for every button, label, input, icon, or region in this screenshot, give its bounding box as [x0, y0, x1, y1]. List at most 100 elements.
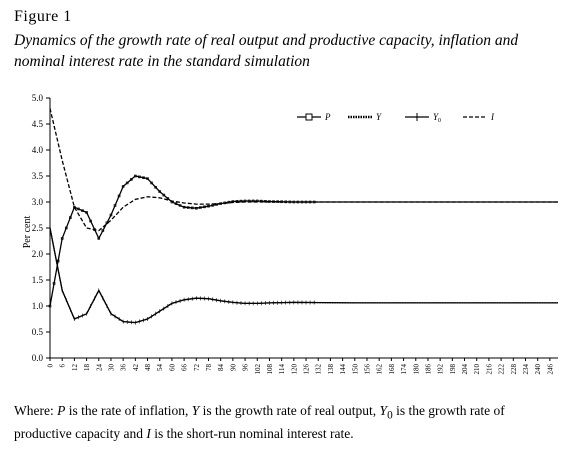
x-tick-label: 42 [132, 364, 140, 372]
y-tick-label: 2.0 [32, 249, 44, 259]
x-tick-label: 24 [95, 364, 103, 372]
series-point-p [129, 178, 133, 181]
x-tick-label: 126 [303, 364, 311, 375]
caption-y-text: is the growth rate of real output, [199, 403, 380, 418]
caption-y0-text: is the growth rate of productive capacit… [14, 403, 505, 441]
caption-y-var: Y [191, 403, 200, 418]
chart-series [48, 108, 558, 325]
x-tick-label: 0 [47, 364, 55, 368]
series-point-p [199, 206, 202, 209]
x-tick-label: 138 [327, 364, 335, 375]
x-tick-label: 84 [217, 364, 225, 372]
y-tick-label: 5.0 [32, 93, 44, 103]
series-point-p [134, 174, 137, 178]
series-point-p [203, 205, 206, 209]
x-tick-label: 90 [229, 364, 237, 372]
caption-p-text: is the rate of inflation, [65, 403, 192, 418]
chart-legend: P Y Y0 I [297, 112, 495, 124]
x-tick-label: 210 [473, 364, 481, 375]
y-tick-label: 3.5 [32, 171, 44, 181]
legend-label-y: Y [376, 112, 382, 122]
y-tick-label: 2.5 [32, 223, 44, 233]
x-tick-label: 78 [205, 364, 213, 372]
caption-i-var: I [146, 425, 151, 441]
x-tick-label: 222 [498, 364, 506, 375]
x-tick-label: 204 [461, 364, 469, 375]
y-tick-label: 4.5 [32, 119, 44, 129]
series-point-p [174, 202, 178, 206]
x-tick-label: 198 [449, 364, 457, 375]
series-point-p [117, 194, 121, 198]
x-tick-label: 246 [546, 364, 554, 375]
series-point-p [264, 200, 267, 203]
y-tick-label: 0.5 [32, 327, 44, 337]
x-tick-label: 18 [83, 364, 91, 372]
y-tick-label: 3.0 [32, 197, 44, 207]
legend-label-y0: Y0 [433, 112, 441, 124]
figure-caption: Where: P is the rate of inflation, Y is … [14, 402, 562, 443]
x-tick-label: 174 [400, 364, 408, 375]
y-tick-label: 0.0 [32, 353, 44, 363]
series-line-p [49, 175, 558, 307]
x-tick-label: 30 [107, 364, 115, 372]
series-point-p [251, 199, 255, 203]
y-tick-label: 1.0 [32, 301, 44, 311]
y-tick-label: 1.5 [32, 275, 44, 285]
series-point-p [77, 207, 80, 211]
x-tick-label: 120 [290, 364, 298, 375]
x-tick-label: 108 [266, 364, 274, 375]
x-tick-label: 216 [485, 364, 493, 375]
series-point-p [178, 204, 182, 207]
series-point-p [101, 229, 105, 232]
x-tick-label: 240 [534, 364, 542, 375]
series-line-y [49, 227, 558, 324]
figure-title: Dynamics of the growth rate of real outp… [14, 30, 559, 72]
series-point-p [138, 175, 141, 179]
series-point-p [195, 206, 198, 210]
x-tick-label: 54 [156, 364, 164, 372]
series-point-p [89, 219, 92, 223]
x-tick-label: 228 [510, 364, 518, 375]
caption-y0-sub: 0 [387, 409, 393, 422]
series-line-y0 [49, 227, 558, 324]
x-tick-label: 156 [363, 364, 371, 375]
x-tick-label: 48 [144, 364, 152, 372]
x-tick-label: 162 [376, 364, 384, 375]
x-tick-label: 36 [120, 364, 128, 372]
legend-label-i: I [490, 112, 495, 122]
series-point-p [125, 181, 129, 185]
line-chart: 0.0 0.5 1.0 1.5 2.0 2.5 3.0 3.5 4.0 4.5 5.0 0 6 12 18… [22, 93, 558, 375]
x-tick-label: 12 [71, 364, 79, 372]
x-tick-label: 192 [437, 364, 445, 375]
series-point-p [154, 185, 157, 189]
series-point-p [146, 177, 149, 180]
caption-prefix: Where: [14, 403, 58, 418]
series-point-p [52, 282, 56, 285]
series-point-p [97, 237, 101, 240]
legend-marker-p [305, 113, 313, 121]
x-tick-label: 114 [278, 364, 286, 375]
series-point-p [60, 237, 64, 240]
figure-label-text: Figure 1 [14, 8, 72, 25]
figure-label: Figure 1 [14, 8, 72, 26]
series-point-p [69, 216, 72, 219]
x-tick-labels: 0 6 12 18 24 30 36 42 48 54 60 66 72 78 84 90 96 102 108 11… [47, 364, 555, 375]
x-tick-label: 72 [193, 364, 201, 372]
x-tick-label: 66 [181, 364, 189, 372]
x-tick-label: 96 [242, 364, 250, 372]
x-tick-label: 60 [168, 364, 176, 372]
caption-i-text: is the short-run nominal interest rate. [150, 425, 354, 441]
x-tick-label: 234 [522, 364, 530, 375]
figure-title-text: Dynamics of the growth rate of real outp… [14, 32, 519, 70]
x-tick-label: 186 [424, 364, 432, 375]
series-point-p [142, 176, 145, 180]
series-point-p [190, 206, 194, 210]
series-point-p [56, 259, 60, 263]
x-tick-label: 168 [388, 364, 396, 375]
y-tick-label: 4.0 [32, 145, 44, 155]
x-tick-label: 102 [254, 364, 262, 375]
x-tick-label: 6 [59, 364, 67, 368]
caption-p-var: P [57, 403, 66, 418]
series-point-p [81, 209, 84, 212]
x-tick-label: 150 [351, 364, 359, 375]
